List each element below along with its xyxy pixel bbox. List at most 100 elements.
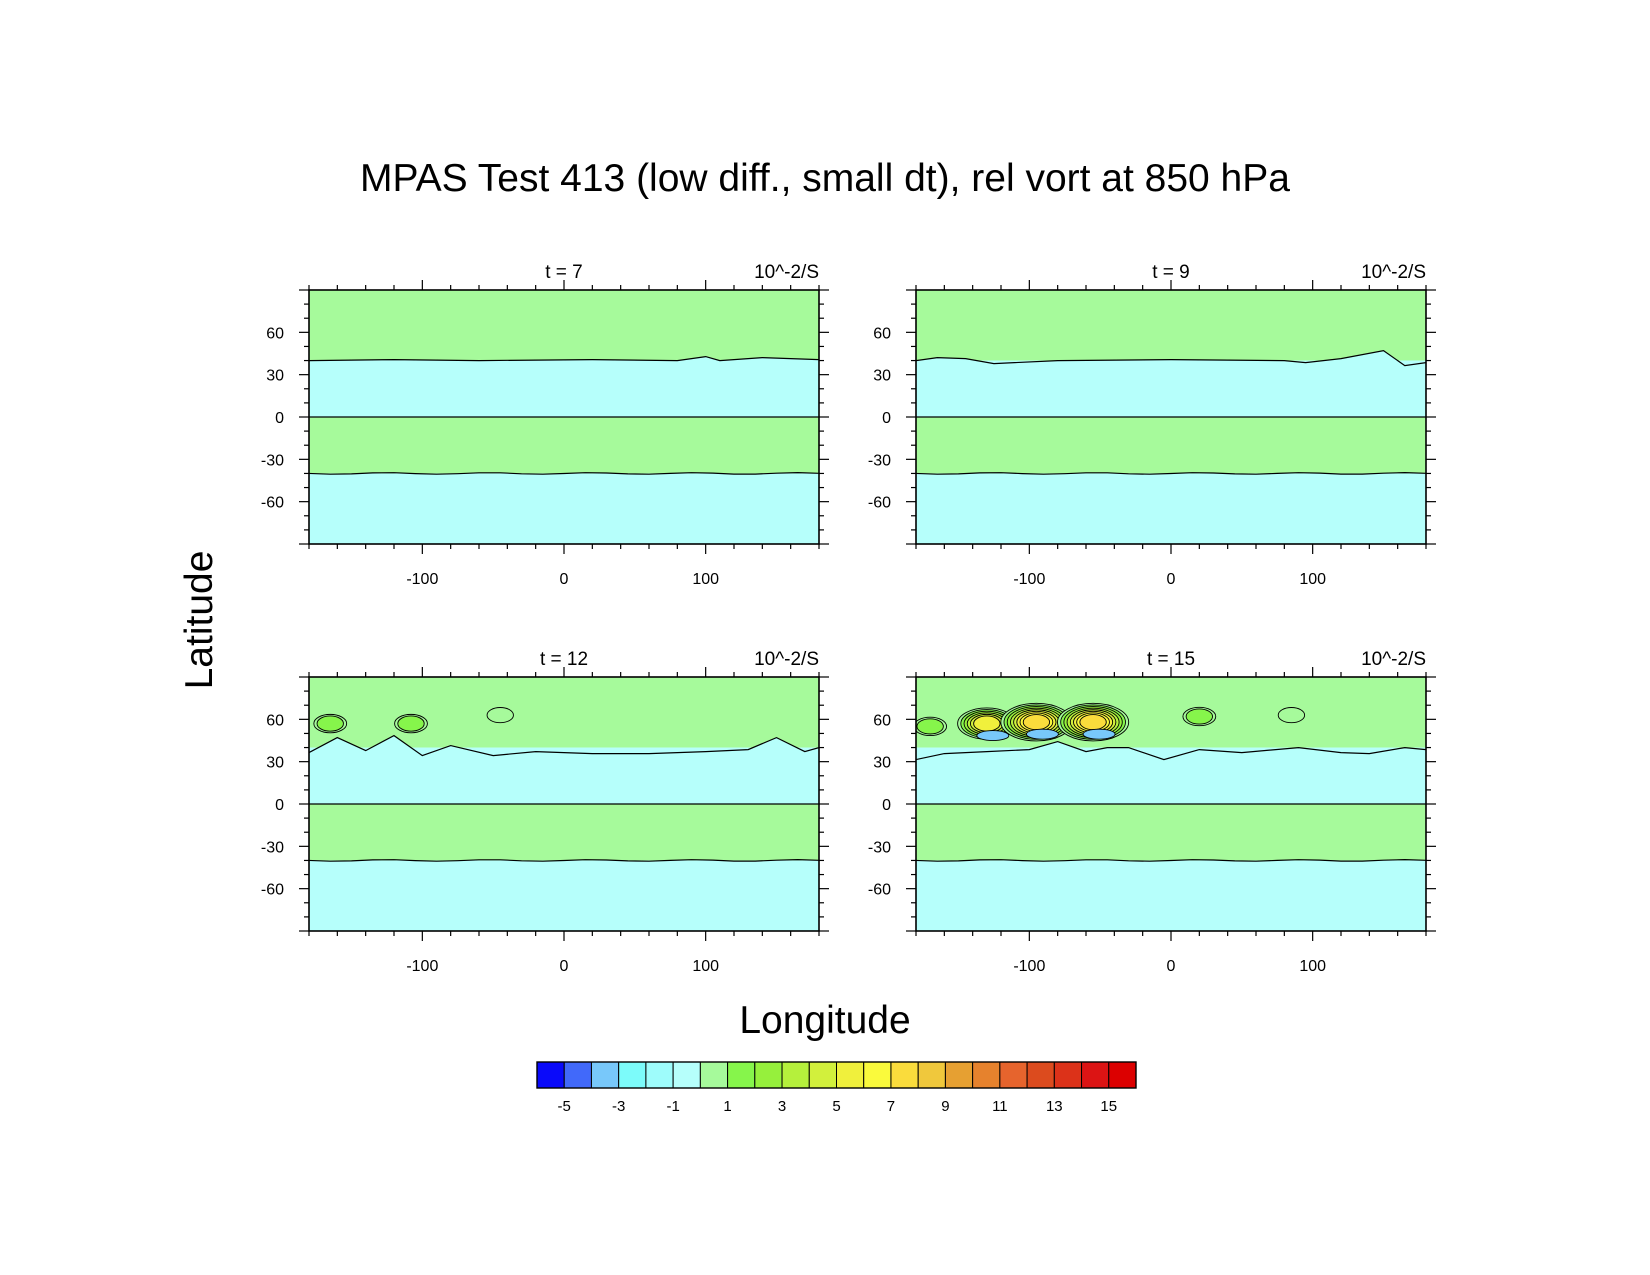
vortex-eddy [1057,702,1130,742]
colorbar-swatch [645,1061,674,1089]
eddy-contour [1022,714,1051,731]
y-tick-label: 60 [873,325,891,342]
y-tick-label: 30 [266,755,284,772]
eddy-contour [486,707,514,724]
vorticity-band [916,804,1426,861]
colorbar-swatch [863,1061,892,1089]
contour-line [916,858,1426,862]
x-tick-label: 100 [1299,571,1326,588]
colorbar-label: 11 [992,1098,1008,1115]
eddy-contour [916,718,944,735]
vorticity-band [309,860,819,931]
x-tick-label: 0 [560,958,569,975]
colorbar-swatch [1053,1061,1083,1089]
colorbar-label: 3 [778,1098,786,1115]
vortex-eddy [1000,702,1073,742]
panel-title: t = 7 [545,262,583,283]
plot-area [916,290,1426,544]
eddy-negative-lobe [976,730,1010,742]
x-tick-label: 0 [1167,571,1176,588]
vortex-eddy [957,707,1017,742]
x-tick-label: 100 [692,958,719,975]
colorbar: -5 -3 -1 1 3 5 7 9 11 13 15 [536,1061,1137,1115]
colorbar-swatch [781,1061,810,1089]
colorbar-swatch [836,1061,865,1089]
eddy-negative-lobe [1025,728,1059,740]
vortex-eddy [313,713,348,734]
colorbar-swatch [890,1061,919,1089]
y-tick-label: -30 [261,452,284,469]
panel-units: 10^-2/S [1361,262,1426,283]
vorticity-band [309,417,819,474]
y-tick-label: -60 [868,882,891,899]
y-tick-label: -30 [868,452,891,469]
eddy-negative-lobe [1082,728,1116,740]
eddy-contour [1277,707,1306,724]
contour-line [309,471,819,475]
colorbar-swatch [672,1061,701,1089]
colorbar-label: 5 [832,1098,840,1115]
y-tick-label: 0 [882,410,891,427]
colorbar-swatch [1081,1061,1110,1089]
panel-title: t = 9 [1152,262,1190,283]
y-tick-label: 60 [266,712,284,729]
colorbar-swatch [999,1061,1028,1089]
map-panel: -100 0 100 60 30 0 -30 -60 t = 9 10^-2/S [868,262,1436,588]
contour-line [309,355,819,362]
vortex-eddy [486,707,514,724]
x-tick-label: -100 [406,958,438,975]
contour-line [916,740,1426,761]
y-tick-label: -60 [261,495,284,512]
y-tick-label: -30 [868,839,891,856]
colorbar-swatch [944,1061,974,1089]
colorbar-swatch [1026,1061,1055,1089]
panel-title: t = 12 [540,649,588,670]
map-panel: -100 0 100 60 30 0 -30 -60 t = 7 10^-2/S [261,262,829,588]
vortex-eddy [1182,706,1217,727]
eddy-contour [316,715,344,732]
colorbar-swatch [536,1061,565,1089]
colorbar-label: 15 [1100,1098,1117,1115]
vorticity-band [916,417,1426,474]
colorbar-swatch [727,1061,756,1089]
panel-units: 10^-2/S [1361,649,1426,670]
x-tick-label: 0 [1167,958,1176,975]
colorbar-label: 9 [941,1098,949,1115]
y-tick-label: 30 [873,368,891,385]
y-tick-label: 60 [873,712,891,729]
colorbar-swatch [754,1061,783,1089]
plot-area [309,290,819,544]
vorticity-band [309,804,819,861]
colorbar-swatch [972,1061,1001,1089]
y-tick-label: 30 [266,368,284,385]
panel-title: t = 15 [1147,649,1195,670]
y-tick-label: -30 [261,839,284,856]
colorbar-label: -3 [612,1098,625,1115]
contour-line [916,349,1426,367]
vortex-eddy [916,716,948,737]
panels-group: -100 0 100 60 30 0 -30 -60 t = 7 10^-2/S -100 0 100 6… [261,262,1436,975]
eddy-contour [973,715,1001,732]
vorticity-band [916,860,1426,931]
colorbar-swatch [618,1061,647,1089]
contour-line [916,471,1426,475]
contour-line [309,734,819,757]
plot-area [916,677,1426,931]
colorbar-swatch [917,1061,946,1089]
colorbar-swatch [563,1061,592,1089]
eddy-contour [1185,708,1213,725]
colorbar-label: -5 [558,1098,571,1115]
vorticity-band [916,473,1426,544]
vorticity-band [309,290,819,361]
colorbar-label: 1 [723,1098,731,1115]
eddy-contour [397,715,425,732]
x-tick-label: -100 [1013,571,1045,588]
y-tick-label: 30 [873,755,891,772]
vorticity-band [309,473,819,544]
y-tick-label: 0 [882,797,891,814]
colorbar-label: 7 [887,1098,895,1115]
map-panel: -100 0 100 60 30 0 -30 -60 t = 15 10^-2/S [868,649,1436,975]
contour-line [309,858,819,862]
figure-title: MPAS Test 413 (low diff., small dt), rel… [360,157,1290,200]
